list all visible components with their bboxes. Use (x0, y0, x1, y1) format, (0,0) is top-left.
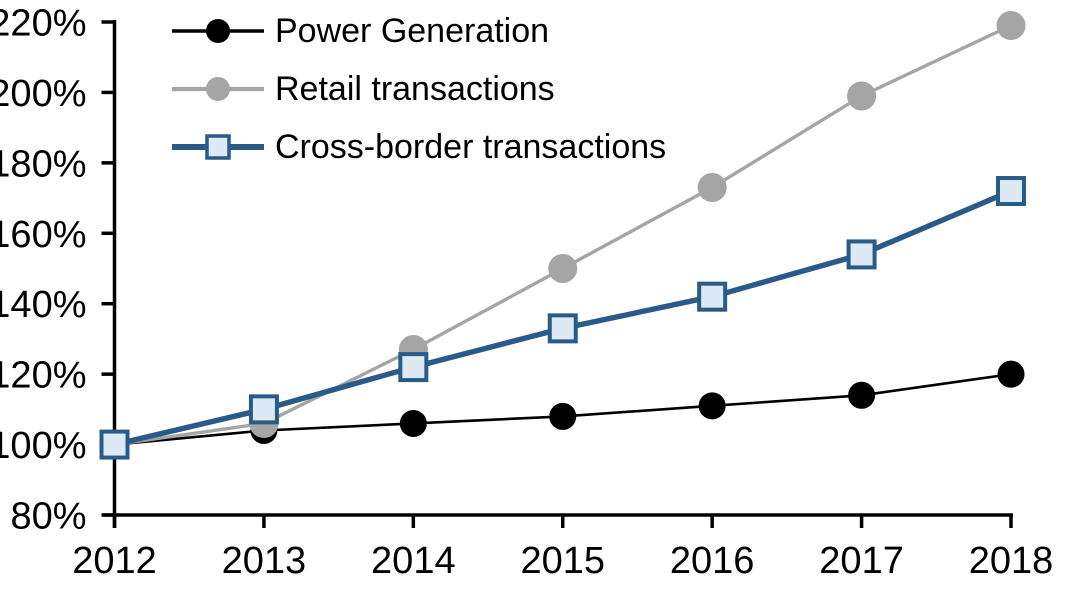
retail-transactions-swatch-icon (172, 77, 264, 101)
cross-border-transactions-swatch-icon (172, 134, 264, 160)
data-point-marker-power-generation (848, 381, 876, 409)
data-point-marker-cross-border-transactions (547, 313, 578, 344)
y-tick-label: 200% (0, 73, 87, 115)
y-tick-label: 140% (0, 284, 87, 326)
legend-item-cross-border-transactions: Cross-border transactions (170, 118, 666, 176)
x-tick-label: 2017 (819, 540, 904, 582)
data-point-marker-power-generation (997, 360, 1025, 388)
y-tick-label: 120% (0, 355, 87, 397)
data-point-marker-power-generation (698, 392, 726, 420)
legend-label: Power Generation (275, 12, 550, 50)
data-point-marker-retail-transactions (548, 254, 578, 283)
data-point-marker-cross-border-transactions (996, 176, 1026, 207)
data-point-marker-retail-transactions (697, 173, 727, 203)
data-point-marker-cross-border-transactions (697, 281, 728, 312)
legend-circle-marker-icon (206, 77, 230, 101)
data-point-marker-cross-border-transactions (99, 429, 130, 460)
y-tick-label: 160% (0, 214, 87, 256)
legend: Power Generation Retail transactions Cro… (170, 2, 666, 176)
y-tick-label: 100% (0, 425, 87, 467)
x-tick-label: 2014 (371, 540, 456, 582)
data-point-marker-cross-border-transactions (846, 239, 877, 270)
legend-label: Retail transactions (275, 70, 555, 108)
data-point-marker-retail-transactions (847, 81, 877, 111)
legend-item-retail-transactions: Retail transactions (170, 60, 666, 118)
y-tick-label: 180% (0, 143, 87, 185)
y-tick-label: 220% (0, 3, 87, 45)
x-tick-label: 2012 (72, 540, 157, 582)
y-tick-label: 80% (10, 496, 86, 538)
data-point-marker-cross-border-transactions (248, 394, 279, 425)
data-point-marker-power-generation (399, 409, 427, 437)
legend-square-marker-icon (205, 134, 231, 160)
x-tick-label: 2018 (969, 540, 1054, 582)
legend-label: Cross-border transactions (275, 128, 667, 166)
legend-item-power-generation: Power Generation (170, 2, 666, 60)
data-point-marker-cross-border-transactions (398, 352, 429, 383)
data-point-marker-power-generation (549, 402, 577, 430)
legend-circle-marker-icon (206, 19, 230, 43)
x-tick-label: 2013 (222, 540, 307, 582)
power-generation-swatch-icon (172, 19, 264, 43)
data-point-marker-retail-transactions (996, 11, 1026, 41)
x-tick-label: 2015 (520, 540, 605, 582)
x-tick-label: 2016 (670, 540, 755, 582)
